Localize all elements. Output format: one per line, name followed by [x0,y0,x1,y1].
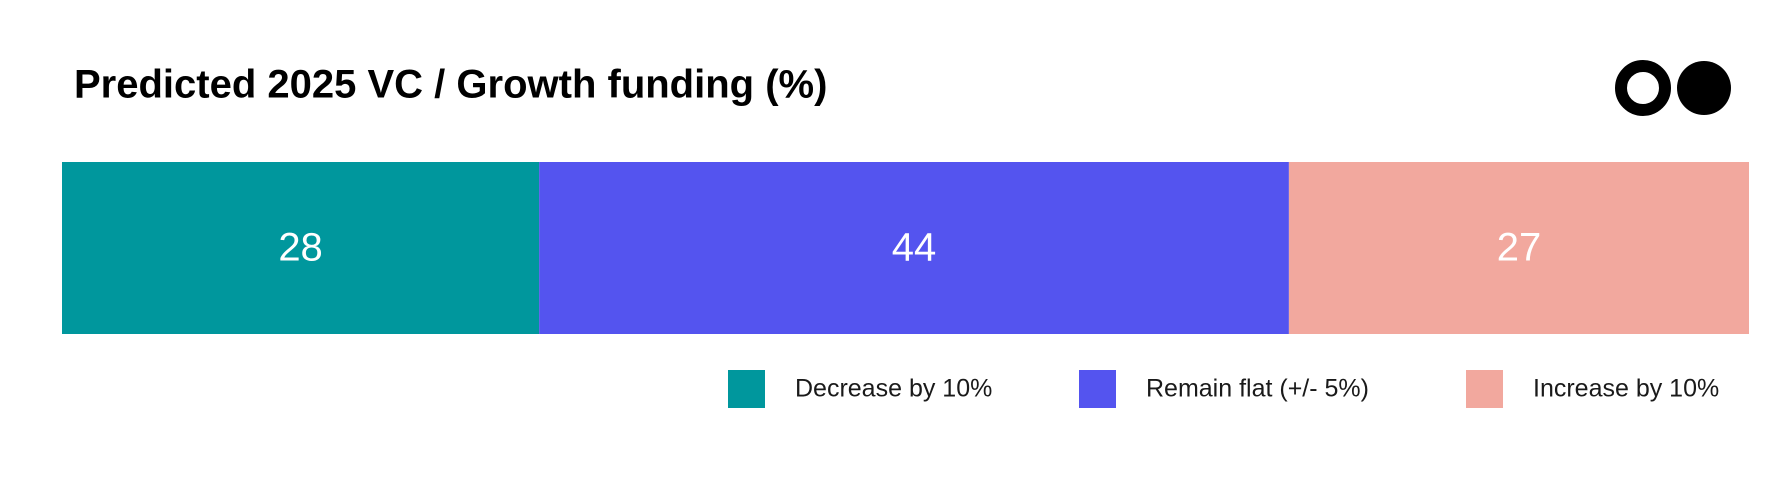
bar-segment [1288,162,1749,334]
legend-swatch [1079,370,1116,408]
bar-segment [539,162,1289,334]
logo [1615,60,1731,116]
value-label: 27 [1497,226,1542,270]
value-label: 44 [892,226,937,270]
logo-ring [1615,60,1671,116]
logo-dot [1677,61,1731,115]
bar-segment [62,162,540,334]
legend-swatch [1466,370,1503,408]
value-label: 28 [278,226,323,270]
legend-label: Decrease by 10% [795,375,992,403]
legend-swatch [728,370,765,408]
legend-label: Increase by 10% [1533,375,1719,403]
chart-title: Predicted 2025 VC / Growth funding (%) [74,63,827,107]
legend-label: Remain flat (+/- 5%) [1146,375,1369,403]
